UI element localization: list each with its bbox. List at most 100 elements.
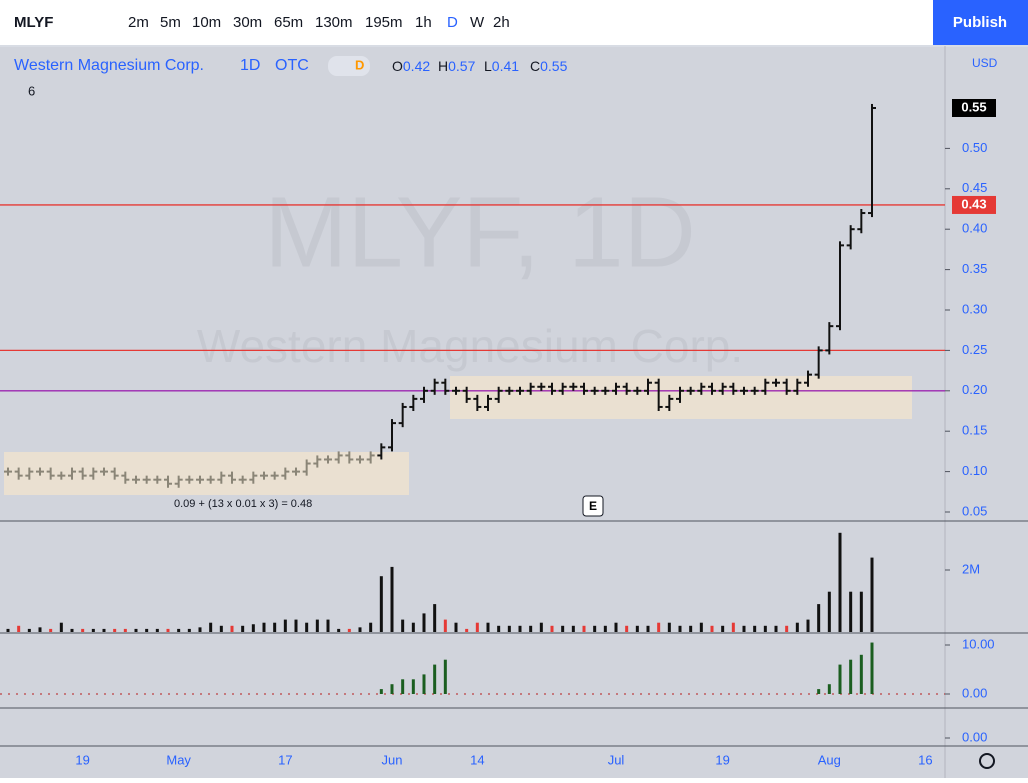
ohlc-label: H [438, 58, 448, 74]
volume-bar [390, 566, 394, 632]
price-bar [292, 467, 300, 476]
volume-bar [166, 628, 170, 632]
price-bar [601, 386, 610, 395]
price-bar [654, 378, 663, 411]
earnings-marker[interactable] [582, 495, 604, 517]
publish-button[interactable] [933, 0, 1028, 45]
momentum-bar [443, 659, 447, 694]
volume-bar [785, 625, 789, 632]
ohlc-label: C [530, 58, 540, 74]
interval-button[interactable]: W [470, 14, 485, 31]
price-bar [452, 386, 460, 395]
toolbar-bg [0, 0, 1028, 45]
publish-label[interactable]: Publish [953, 14, 1007, 31]
momentum-bar [849, 659, 853, 694]
volume-bar [667, 622, 671, 632]
last-price-tag [952, 99, 996, 117]
momentum-bar [422, 674, 426, 694]
ohlc-item: H0.57 [438, 58, 476, 74]
momentum-bar [433, 664, 437, 694]
volume-bar [241, 625, 245, 632]
volume-bar [411, 622, 415, 632]
volume-bar [17, 625, 21, 632]
price-bar [772, 378, 780, 387]
momentum-bar [870, 642, 874, 694]
price-bar [345, 451, 354, 464]
interval-button[interactable]: 195m [365, 14, 403, 31]
y-tick-label: 0.40 [962, 221, 987, 236]
symbol[interactable]: MLYF [14, 14, 53, 31]
price-bar [569, 382, 578, 391]
price-bar [804, 370, 812, 387]
price-bar [196, 475, 204, 484]
price-bar [366, 451, 375, 464]
price-bar [260, 471, 268, 480]
price-bar [356, 455, 364, 464]
volume-bar [443, 619, 447, 632]
volume-bar [305, 622, 309, 632]
currency[interactable]: USD [972, 56, 998, 70]
volume-bar [742, 625, 746, 632]
volume-bar [614, 622, 618, 632]
watermark-name: Western Magnesium Corp. [197, 320, 743, 372]
price-bar [782, 378, 791, 395]
price-bar [334, 451, 343, 464]
settings-icon[interactable] [979, 753, 995, 769]
ohlc-label: L [484, 58, 492, 74]
volume-bar [27, 628, 31, 632]
interval-button[interactable]: 2h [493, 14, 510, 31]
x-tick-label: 17 [278, 752, 292, 767]
momentum-bar [859, 654, 863, 694]
range-box [4, 452, 409, 495]
momentum-bar [379, 689, 383, 694]
interval-button[interactable]: 5m [160, 14, 181, 31]
momentum-tick-label: 0.00 [962, 685, 987, 700]
price-bar [516, 386, 524, 395]
interval-button[interactable]: 2m [128, 14, 149, 31]
earnings-label[interactable]: E [589, 499, 597, 513]
volume-bar [571, 625, 575, 632]
price-bar [100, 467, 108, 476]
volume-bar [593, 625, 597, 632]
ohlc-item: C0.55 [530, 58, 568, 74]
watermark-symbol: MLYF, 1D [264, 176, 696, 288]
price-bar [590, 386, 599, 395]
interval-button[interactable]: D [447, 14, 458, 31]
price-bar [825, 322, 834, 355]
price-bar [814, 346, 823, 379]
price-bar [868, 103, 876, 218]
momentum-tick-label: 10.00 [962, 636, 995, 651]
price-bar [206, 475, 215, 484]
volume-bar [273, 622, 277, 632]
interval-button[interactable]: 65m [274, 14, 303, 31]
interval-button[interactable]: 30m [233, 14, 262, 31]
price-bar [121, 471, 130, 484]
volume-bar [187, 628, 191, 632]
price-bar [110, 467, 119, 480]
volume-bar [774, 625, 778, 632]
osc-tick-label: 0.00 [962, 729, 987, 744]
x-tick-label: Jul [608, 752, 625, 767]
price-bar [36, 467, 44, 476]
indicators-count[interactable]: 6 [28, 83, 35, 98]
price-bar [548, 382, 556, 395]
interval-button[interactable]: 10m [192, 14, 221, 31]
price-bar [89, 467, 98, 480]
volume-bar [806, 619, 810, 632]
price-bar [57, 471, 66, 480]
price-bar [494, 386, 503, 403]
price-bar [793, 378, 802, 395]
interval-button[interactable]: 130m [315, 14, 353, 31]
volume-bar [625, 625, 629, 632]
volume-bar [827, 591, 831, 632]
volume-bar [763, 625, 767, 632]
volume-bar [123, 628, 127, 632]
interval-button[interactable]: 1h [415, 14, 432, 31]
volume-bar [177, 628, 181, 632]
price-bar [4, 467, 12, 476]
x-tick-label: 16 [918, 752, 932, 767]
volume-bar [539, 622, 543, 632]
legend-name: Western Magnesium Corp. [14, 57, 204, 74]
price-bar [14, 467, 23, 480]
volume-bar [475, 622, 479, 632]
